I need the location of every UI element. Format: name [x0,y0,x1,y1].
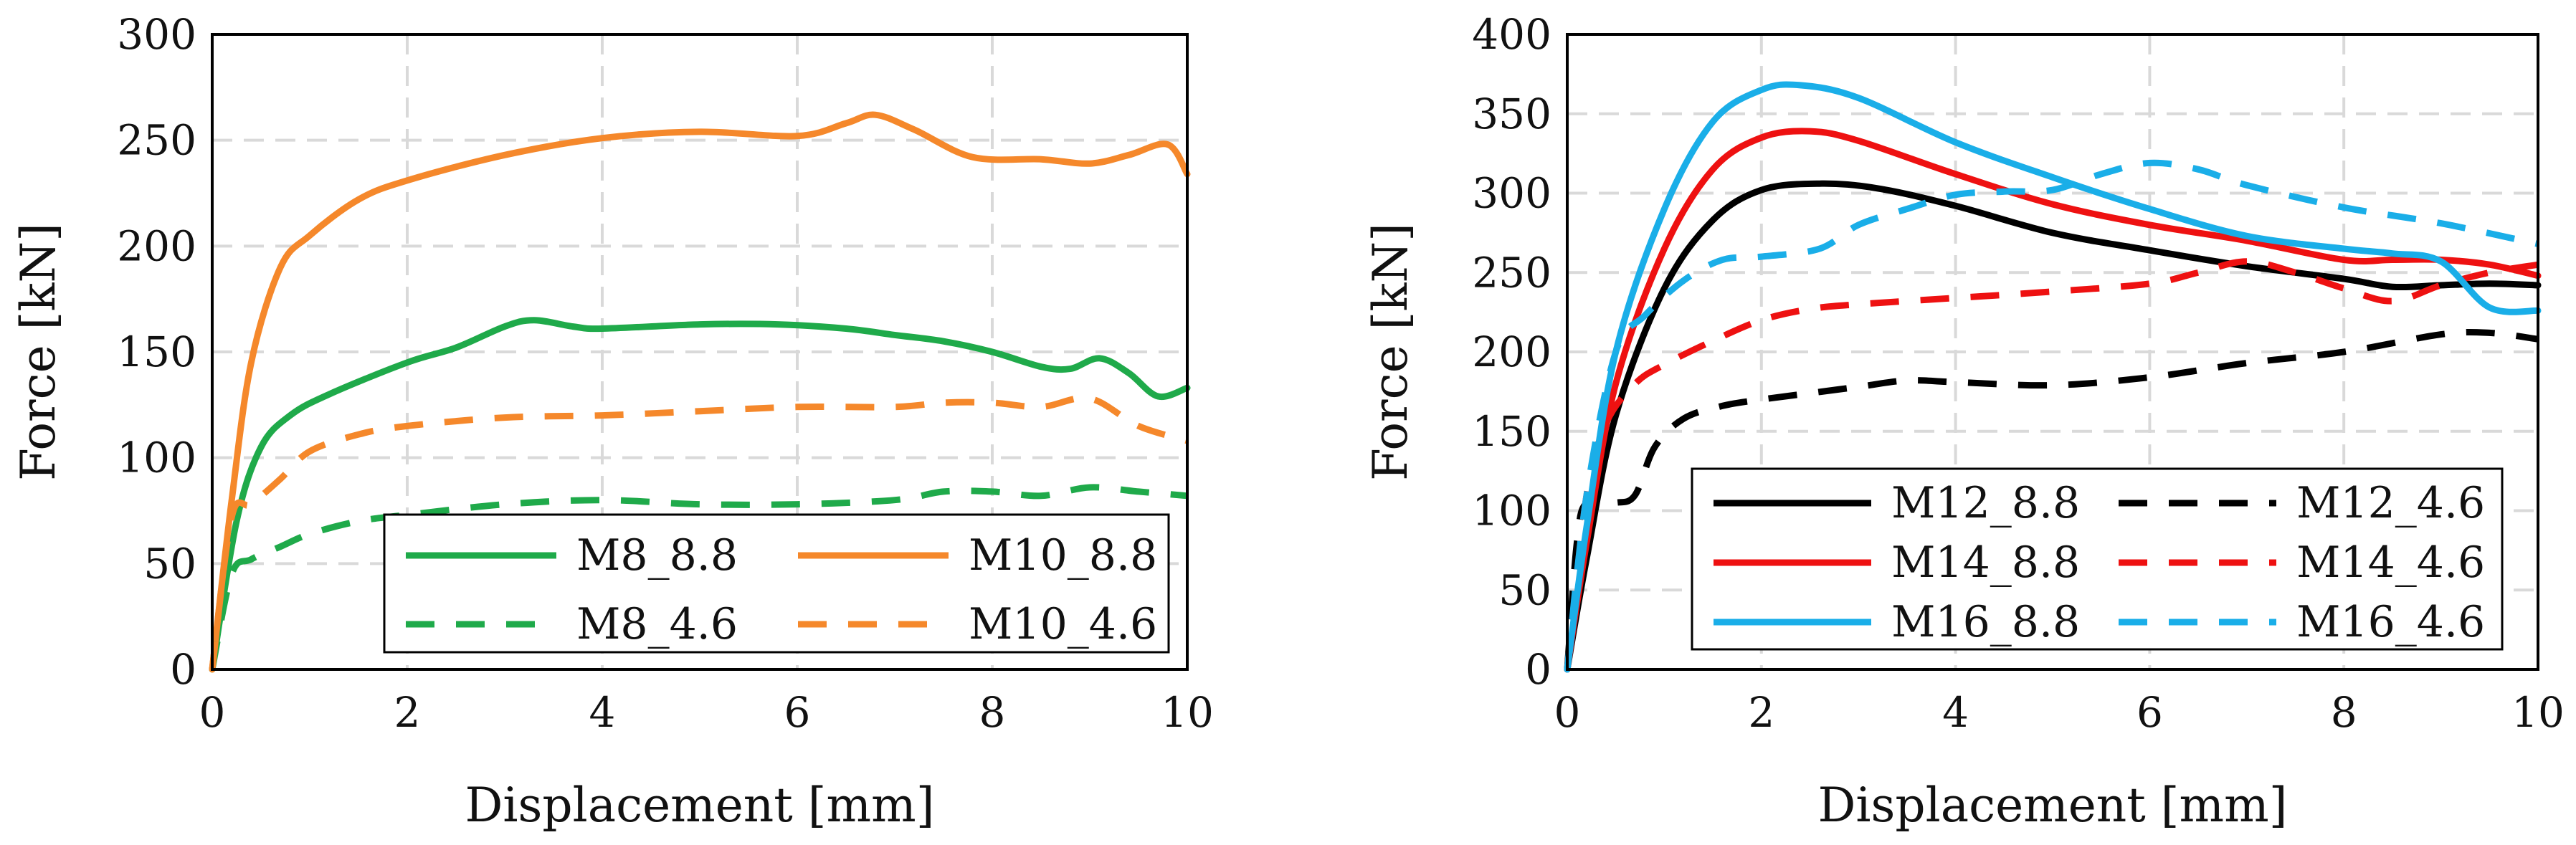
y-tick-label-right: 400 [1472,10,1551,59]
x-tick-label-right: 8 [2331,688,2357,737]
legend-label: M16_4.6 [2296,597,2485,647]
y-tick-label-left: 300 [117,10,196,59]
plot-frame-left [211,33,1189,671]
x-axis-label-left: Displacement [mm] [465,778,935,833]
series-line-m16-4-6 [1564,159,2539,670]
y-tick-label-right: 200 [1472,328,1551,376]
series-line-m12-4-6 [1564,328,2539,670]
x-tick-label-right: 2 [1748,688,1774,737]
y-axis-label-left: Force [kN] [11,223,66,481]
series-line-m8-8-8 [209,317,1191,673]
legend-label: M10_4.6 [969,599,1157,649]
series-line-m8-4-6 [209,484,1188,670]
x-tick-label-right: 6 [2137,688,2163,737]
legend-label: M10_8.8 [969,530,1157,581]
series-left [209,111,1191,673]
y-tick-label-right: 250 [1472,248,1551,297]
legend-label: M16_8.8 [1891,597,2080,647]
y-tick-label-right: 300 [1472,169,1551,218]
series-line-m14-8-8 [1564,128,2542,673]
y-tick-label-right: 350 [1472,90,1551,138]
series-line-m10-8-8 [209,111,1191,673]
legend-label: M12_8.8 [1891,478,2080,528]
x-tick-label-left: 4 [589,688,616,737]
y-tick-label-right: 0 [1525,645,1551,694]
series-right [1564,81,2542,673]
y-tick-label-left: 150 [117,328,196,376]
legend-right: M12_8.8 M12_4.6 M14_8.8 M14_4.6 M16_8.8 M16_4… [1691,467,2504,651]
legend-box-left [383,513,1170,654]
x-tick-label-right: 4 [1942,688,1969,737]
y-tick-label-left: 250 [117,116,196,165]
x-tick-label-left: 8 [979,688,1006,737]
y-tick-label-right: 150 [1472,407,1551,456]
y-tick-label-right: 100 [1472,487,1551,535]
series-line-m14-4-6 [1564,258,2539,670]
x-axis-label-right: Displacement [mm] [1818,778,2288,833]
y-tick-label-right: 50 [1498,565,1551,614]
legend-label: M14_8.8 [1891,538,2080,588]
legend-label: M14_4.6 [2296,538,2485,588]
x-tick-label-left: 0 [199,688,226,737]
legend-left: M8_8.8 M10_8.8 M8_4.6 M10_4.6 [383,513,1170,654]
y-tick-label-left: 0 [170,645,196,694]
y-tick-label-left: 200 [117,221,196,270]
legend-label: M8_4.6 [576,599,738,649]
x-tick-label-left: 2 [394,688,421,737]
series-line-m10-4-6 [209,394,1189,670]
x-tick-label-left: 10 [1161,688,1214,737]
x-tick-label-left: 6 [784,688,811,737]
legend-label: M12_4.6 [2296,478,2485,528]
x-tick-label-right: 10 [2511,688,2565,737]
y-tick-label-left: 100 [117,434,196,482]
legend-label: M8_8.8 [576,530,738,581]
series-line-m12-8-8 [1564,180,2542,673]
x-tick-label-right: 0 [1554,688,1581,737]
plot-frame-right [1566,33,2539,671]
y-tick-label-left: 50 [143,539,196,588]
y-axis-label-right: Force [kN] [1363,223,1418,481]
